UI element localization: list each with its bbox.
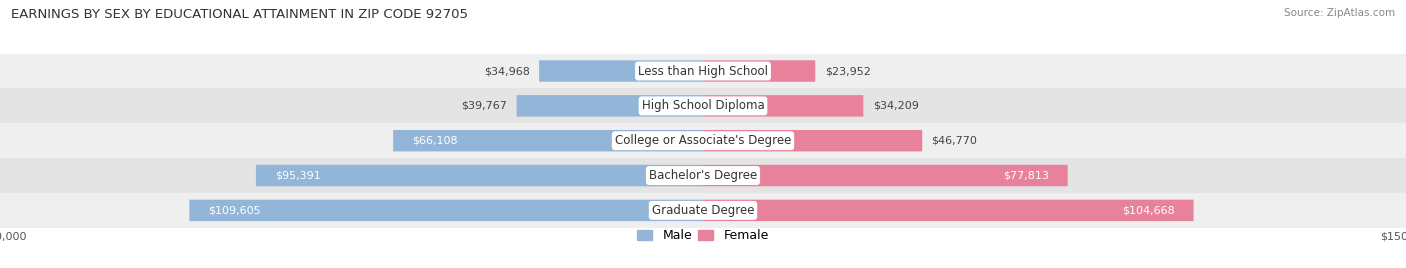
Bar: [0, 193, 1406, 228]
Text: $109,605: $109,605: [208, 205, 260, 215]
FancyBboxPatch shape: [538, 60, 703, 82]
Legend: Male, Female: Male, Female: [637, 229, 769, 243]
Text: College or Associate's Degree: College or Associate's Degree: [614, 134, 792, 147]
FancyBboxPatch shape: [516, 95, 703, 117]
Text: $34,209: $34,209: [873, 101, 918, 111]
Bar: [0, 123, 1406, 158]
Text: $23,952: $23,952: [825, 66, 870, 76]
Text: Bachelor's Degree: Bachelor's Degree: [650, 169, 756, 182]
Text: $46,770: $46,770: [932, 136, 977, 146]
Text: $104,668: $104,668: [1122, 205, 1175, 215]
Text: Less than High School: Less than High School: [638, 65, 768, 77]
Text: $77,813: $77,813: [1002, 170, 1049, 181]
FancyBboxPatch shape: [394, 130, 703, 151]
Text: $95,391: $95,391: [274, 170, 321, 181]
Text: $66,108: $66,108: [412, 136, 457, 146]
Text: EARNINGS BY SEX BY EDUCATIONAL ATTAINMENT IN ZIP CODE 92705: EARNINGS BY SEX BY EDUCATIONAL ATTAINMEN…: [11, 8, 468, 21]
Bar: [0, 54, 1406, 88]
Bar: [0, 88, 1406, 123]
FancyBboxPatch shape: [703, 200, 1194, 221]
Bar: [0, 158, 1406, 193]
FancyBboxPatch shape: [703, 130, 922, 151]
FancyBboxPatch shape: [190, 200, 703, 221]
Text: High School Diploma: High School Diploma: [641, 99, 765, 112]
Text: Source: ZipAtlas.com: Source: ZipAtlas.com: [1284, 8, 1395, 18]
FancyBboxPatch shape: [703, 165, 1067, 186]
FancyBboxPatch shape: [703, 95, 863, 117]
Text: $39,767: $39,767: [461, 101, 508, 111]
FancyBboxPatch shape: [703, 60, 815, 82]
Text: $34,968: $34,968: [484, 66, 530, 76]
FancyBboxPatch shape: [256, 165, 703, 186]
Text: Graduate Degree: Graduate Degree: [652, 204, 754, 217]
